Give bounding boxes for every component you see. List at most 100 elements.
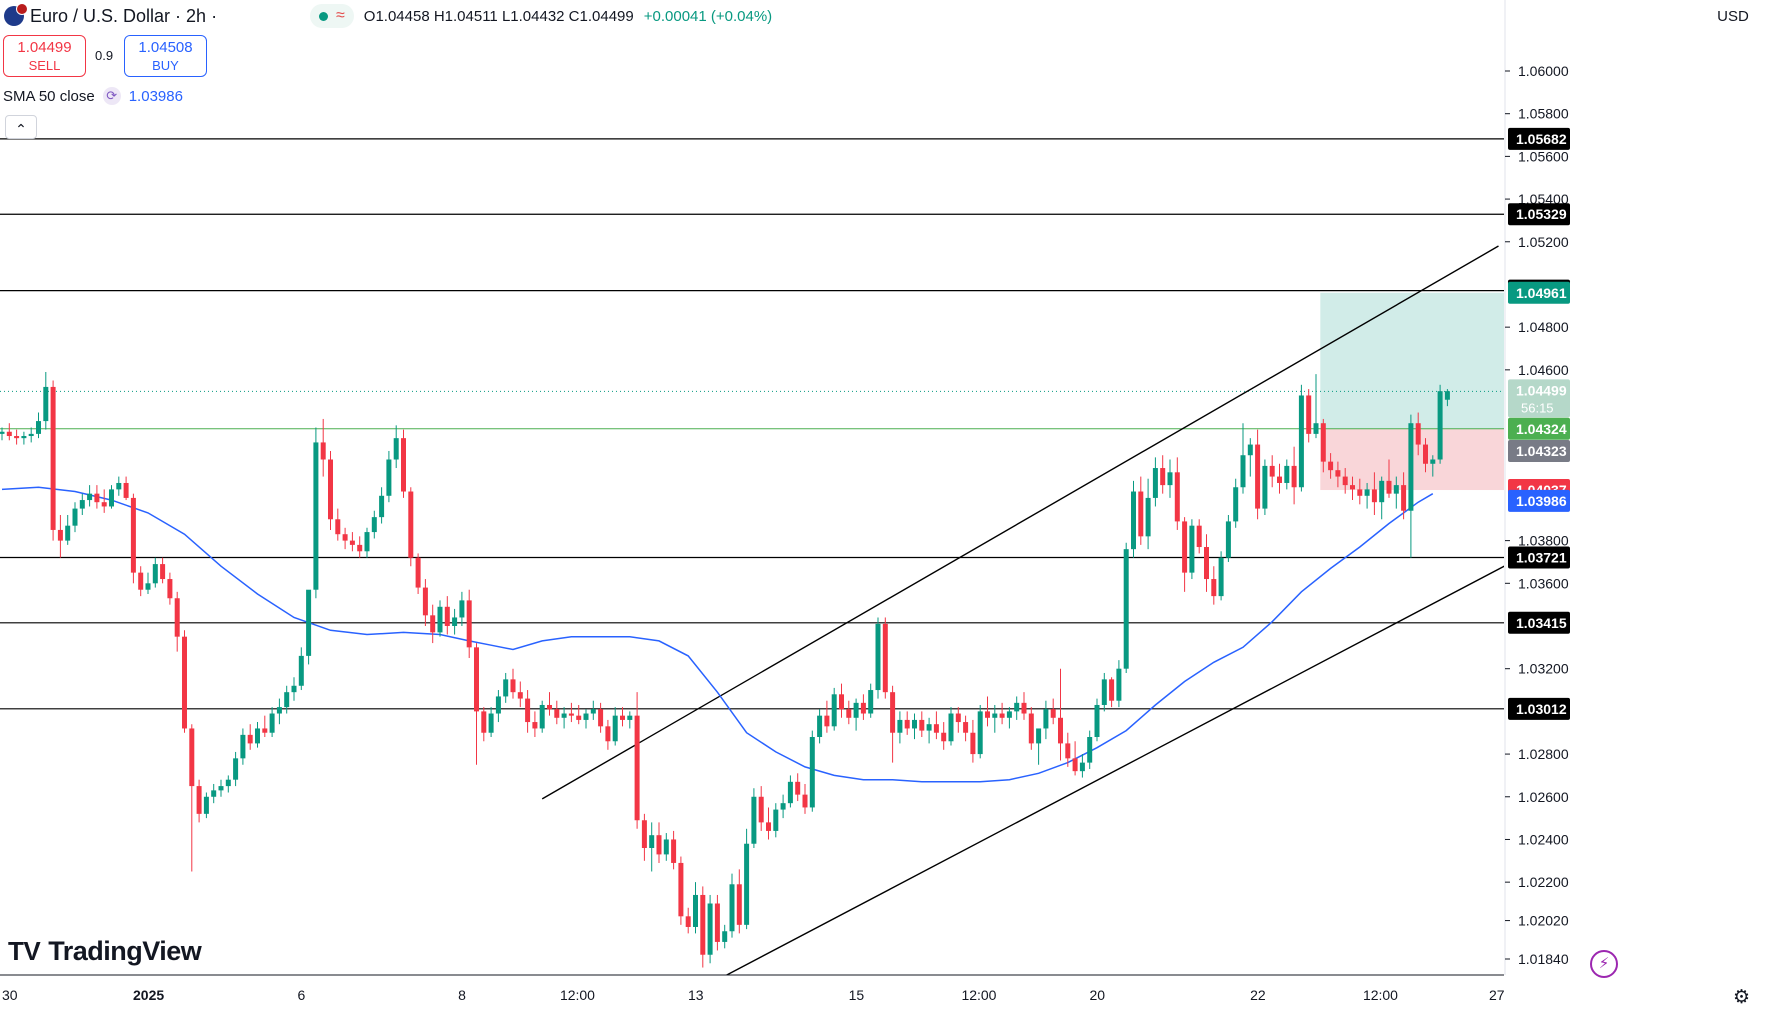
candle [685,907,691,934]
candle [948,707,954,746]
candle-body [1218,557,1224,597]
candle-body [1393,485,1399,494]
collapse-legend-button[interactable]: ⌃ [5,115,37,139]
candle-body [926,724,932,731]
candle-body [1021,702,1027,714]
candle-body [240,734,246,759]
candle [1087,730,1093,770]
candle-body [1357,489,1363,496]
candle-body [57,529,63,541]
candle [926,717,932,744]
candle [430,604,436,644]
candle-body [1123,549,1129,669]
candle-body [729,884,735,932]
candle [729,873,735,938]
candle-body [641,820,647,848]
interval-label[interactable]: 2h [186,5,207,26]
candle-body [466,600,472,648]
spread-value: 0.9 [95,48,114,63]
price-tick-label: 1.02800 [1518,746,1569,762]
candle-body [349,540,355,545]
sell-button[interactable]: 1.04499 SELL [3,35,86,77]
gear-icon[interactable]: ⚙ [1733,987,1751,1008]
candle [6,423,12,441]
candle-body [43,386,49,422]
candle [817,709,823,744]
lightning-icon[interactable]: ⚡ [1590,950,1618,978]
candle-body [50,386,56,530]
indicator-cycle-icon[interactable]: ⟳ [102,87,121,105]
status-pill[interactable]: ≈ [310,4,354,28]
candle-body [963,722,969,733]
candle [561,707,567,729]
candle [1357,478,1363,505]
candle-body [795,781,801,795]
sma-value: 1.03986 [128,87,183,105]
candle [1116,660,1122,708]
candle-body [130,497,136,573]
candle [839,683,844,718]
candle [182,630,187,733]
candle [189,724,195,872]
candle [977,704,983,759]
candle [904,711,910,735]
currency-selector[interactable]: USD [1717,8,1749,25]
candle-body [6,431,12,437]
candle [116,476,122,496]
time-tick-label: 12:00 [560,987,595,1003]
candle-body [1174,472,1180,522]
candle [1138,476,1144,545]
candle-body [65,525,71,541]
candle-body [313,442,319,590]
candle-body [948,713,954,742]
candle-body [459,600,465,618]
candle [57,515,63,558]
candle-body [116,482,122,490]
candle-body [357,544,363,552]
candle [481,707,487,742]
candle-body [109,489,114,507]
candle [1401,472,1407,520]
candle-body [1065,743,1071,759]
candle-body [1386,480,1392,494]
candle-body [1320,423,1326,462]
candle [43,371,49,430]
price-tick-label: 1.03800 [1518,533,1569,549]
header-dot: · [206,5,218,26]
symbol-name[interactable]: Euro / U.S. Dollar [30,5,171,26]
candle [371,510,377,539]
candle-body [1182,521,1188,573]
candle-body [1094,704,1100,737]
candle-body [306,589,312,656]
candle-body [627,715,633,720]
candle-body [590,709,596,714]
candle-body [233,758,239,780]
symbol-header[interactable]: Euro / U.S. Dollar · 2h · [0,0,217,32]
candle [94,485,100,509]
candle-body [1050,709,1056,718]
candle [663,833,669,861]
candle-body [1306,395,1312,434]
candle-body [1167,472,1173,486]
candle-body [809,737,815,808]
candle-body [605,726,611,742]
sma-legend[interactable]: SMA 50 close ⟳ 1.03986 [3,87,183,105]
candle-body [1335,470,1341,477]
candle [890,685,896,763]
candle-body [1255,444,1261,509]
candle-body [14,436,20,439]
candle [992,704,998,733]
candle [123,476,129,501]
candle-body [714,903,720,942]
candle-body [481,711,487,733]
candle-body [371,517,377,533]
level-price-tag [1508,697,1570,720]
candle-body [152,564,158,584]
buy-button[interactable]: 1.04508 BUY [124,35,207,77]
candle-body [1379,480,1385,503]
time-tick-label: 8 [458,987,466,1003]
price-tick-label: 1.03200 [1518,661,1569,677]
candle [1131,480,1136,558]
buy-price: 1.04508 [138,39,193,56]
